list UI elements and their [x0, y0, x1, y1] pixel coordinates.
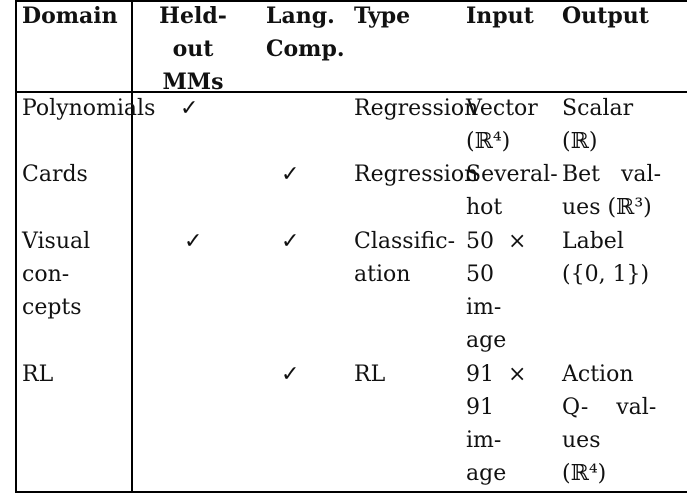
row-polynomials-output: Scalar (ℝ) — [562, 92, 633, 158]
cell-line: age — [466, 461, 507, 486]
header-line: Lang. — [266, 3, 335, 29]
cell-line: con- — [22, 262, 70, 287]
table-bottom-rule — [15, 491, 687, 493]
header-line: Domain — [22, 3, 118, 29]
row-polynomials-heldout-check: ✓ — [180, 96, 199, 121]
cell-line: im- — [466, 295, 502, 320]
header-line: Input — [466, 3, 534, 29]
header-type: Type — [354, 0, 410, 33]
cell-line: cepts — [22, 295, 82, 320]
cell-line: Visual — [22, 229, 91, 254]
row-visual-concepts-input: 50 × 50 im- age — [466, 225, 526, 357]
cell-line: Bet val- — [562, 162, 662, 187]
header-lang-comp: Lang. Comp. — [266, 0, 345, 66]
table-top-rule — [15, 0, 687, 2]
row-polynomials-input: Vector (ℝ⁴) — [466, 92, 538, 158]
row-rl-domain: RL — [22, 358, 53, 391]
row-rl-input: 91 × 91 im- age — [466, 358, 526, 490]
cell-line: ({0, 1}) — [562, 262, 650, 287]
row-visual-concepts-domain: Visual con- cepts — [22, 225, 90, 324]
cell-line: RL — [354, 362, 386, 387]
header-bottom-rule — [15, 91, 687, 93]
row-visual-concepts-heldout-check: ✓ — [184, 229, 203, 254]
header-line: MMs — [162, 69, 224, 95]
row-cards-type: Regression — [354, 158, 478, 191]
header-line: Comp. — [266, 36, 345, 62]
row-polynomials-domain: Polynomials — [22, 92, 155, 125]
cell-line: hot — [466, 195, 503, 220]
cell-line: 50 — [466, 262, 494, 287]
header-line: out — [172, 36, 214, 62]
cell-line: Polynomials — [22, 96, 156, 121]
header-heldout-mms: Held- out MMs — [153, 0, 233, 99]
row-cards-domain: Cards — [22, 158, 88, 191]
table-left-rule — [15, 0, 17, 493]
cell-line: (ℝ) — [562, 129, 598, 154]
row-cards-lang-check: ✓ — [281, 162, 300, 187]
row-visual-concepts-output: Label ({0, 1}) — [562, 225, 649, 291]
cell-line: 50 × — [466, 229, 527, 254]
row-visual-concepts-lang-check: ✓ — [281, 229, 300, 254]
domain-column-rule — [131, 0, 133, 493]
cell-line: Regression — [354, 162, 479, 187]
cell-line: Classific- — [354, 229, 456, 254]
header-input: Input — [466, 0, 534, 33]
header-domain: Domain — [22, 0, 118, 33]
cell-line: Action — [562, 362, 634, 387]
row-cards-input: Several- hot — [466, 158, 558, 224]
cell-line: ues — [562, 428, 601, 453]
cell-line: age — [466, 328, 507, 353]
cell-line: RL — [22, 362, 54, 387]
cell-line: ation — [354, 262, 411, 287]
cell-line: 91 — [466, 395, 494, 420]
row-visual-concepts-type: Classific- ation — [354, 225, 455, 291]
cell-line: Cards — [22, 162, 88, 187]
cell-line: Regression — [354, 96, 479, 121]
cell-line: (ℝ⁴) — [466, 129, 511, 154]
cell-line: 91 × — [466, 362, 527, 387]
row-rl-output: Action Q- val- ues (ℝ⁴) — [562, 358, 656, 490]
cell-line: (ℝ⁴) — [562, 461, 607, 486]
row-polynomials-type: Regression — [354, 92, 478, 125]
cell-line: Several- — [466, 162, 558, 187]
row-rl-type: RL — [354, 358, 385, 391]
row-rl-lang-check: ✓ — [281, 362, 300, 387]
header-line: Held- — [159, 3, 227, 29]
cell-line: Vector — [466, 96, 538, 121]
cell-line: im- — [466, 428, 502, 453]
header-line: Type — [354, 3, 411, 29]
cell-line: Label — [562, 229, 624, 254]
header-line: Output — [562, 3, 649, 29]
row-cards-output: Bet val- ues (ℝ³) — [562, 158, 661, 224]
header-output: Output — [562, 0, 649, 33]
cell-line: Scalar — [562, 96, 634, 121]
cell-line: Q- val- — [562, 395, 657, 420]
cell-line: ues (ℝ³) — [562, 195, 652, 220]
